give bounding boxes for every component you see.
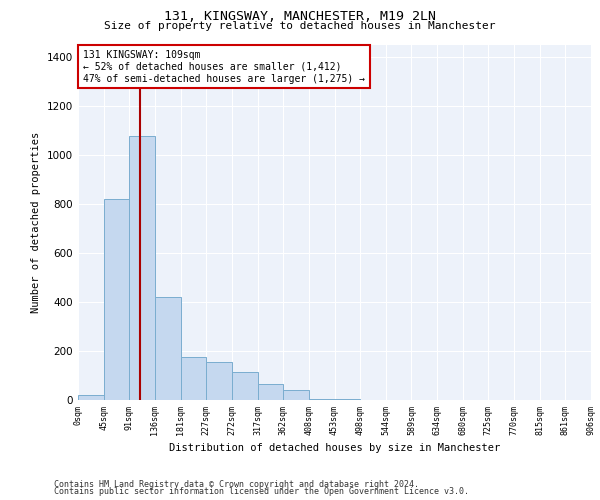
Bar — [232, 372, 257, 400]
Bar — [283, 390, 309, 400]
Bar — [309, 399, 335, 400]
Text: 131 KINGSWAY: 109sqm
← 52% of detached houses are smaller (1,412)
47% of semi-de: 131 KINGSWAY: 109sqm ← 52% of detached h… — [83, 50, 365, 84]
Y-axis label: Number of detached properties: Number of detached properties — [31, 132, 41, 313]
Bar — [181, 357, 206, 400]
Text: Contains public sector information licensed under the Open Government Licence v3: Contains public sector information licen… — [54, 488, 469, 496]
Text: Size of property relative to detached houses in Manchester: Size of property relative to detached ho… — [104, 21, 496, 31]
X-axis label: Distribution of detached houses by size in Manchester: Distribution of detached houses by size … — [169, 443, 500, 453]
Bar — [257, 384, 283, 400]
Text: 131, KINGSWAY, MANCHESTER, M19 2LN: 131, KINGSWAY, MANCHESTER, M19 2LN — [164, 10, 436, 23]
Text: Contains HM Land Registry data © Crown copyright and database right 2024.: Contains HM Land Registry data © Crown c… — [54, 480, 419, 489]
Bar — [155, 297, 181, 400]
Bar — [206, 362, 232, 400]
Bar — [78, 395, 104, 400]
Bar — [104, 199, 130, 400]
Bar — [130, 136, 155, 400]
